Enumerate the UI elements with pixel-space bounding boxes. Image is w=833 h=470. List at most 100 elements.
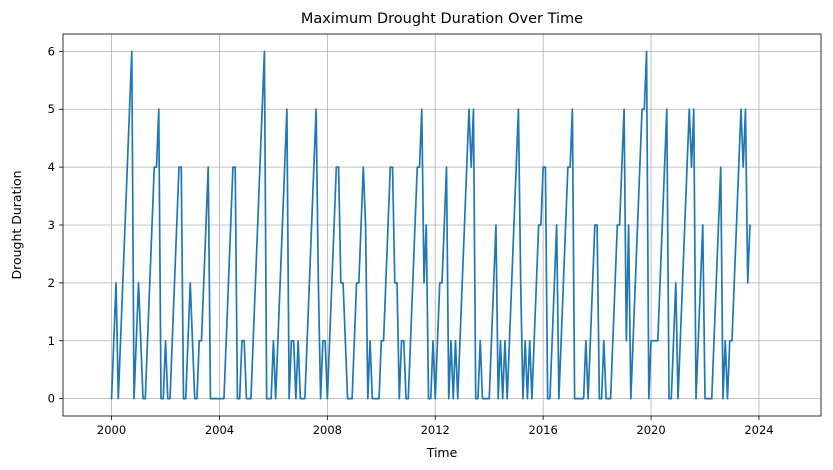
x-tick-label: 2012	[421, 423, 450, 437]
data-point	[119, 340, 122, 342]
data-point	[576, 398, 578, 400]
data-point	[214, 398, 216, 400]
data-point	[346, 398, 349, 400]
data-point	[418, 166, 421, 168]
data-point	[261, 108, 263, 110]
data-point	[515, 166, 517, 168]
data-point	[549, 398, 551, 400]
data-point	[236, 398, 239, 400]
data-point	[472, 108, 475, 110]
data-point	[508, 340, 511, 342]
data-point	[740, 108, 742, 110]
data-point	[477, 398, 479, 400]
data-point	[481, 398, 484, 400]
data-point	[241, 340, 243, 342]
data-point	[524, 340, 526, 342]
data-point	[441, 282, 443, 284]
data-point	[266, 398, 268, 400]
data-point	[412, 282, 414, 284]
data-point	[122, 282, 124, 284]
data-point	[461, 282, 463, 284]
data-point	[463, 224, 466, 226]
data-point	[452, 398, 454, 400]
data-point	[601, 398, 603, 400]
data-point	[632, 340, 634, 342]
data-point	[272, 340, 275, 342]
data-point	[225, 340, 227, 342]
data-point	[234, 166, 236, 168]
data-point	[652, 340, 654, 342]
data-point	[670, 398, 672, 400]
data-point	[531, 398, 533, 400]
data-point	[178, 166, 180, 168]
data-point	[180, 166, 182, 168]
data-point	[387, 224, 389, 226]
data-point	[475, 398, 477, 400]
data-point	[317, 282, 319, 284]
data-point	[416, 166, 418, 168]
data-point	[562, 282, 564, 284]
data-point	[567, 166, 569, 168]
data-point	[533, 340, 535, 342]
data-point	[185, 398, 187, 400]
data-point	[333, 224, 335, 226]
data-point	[623, 108, 625, 110]
data-point	[288, 398, 290, 400]
data-point	[207, 166, 209, 168]
data-point	[621, 166, 623, 168]
data-point	[279, 282, 281, 284]
data-point	[373, 398, 376, 400]
chart-title: Maximum Drought Duration Over Time	[301, 11, 583, 27]
data-point	[724, 340, 726, 342]
data-point	[706, 398, 708, 400]
data-point	[547, 398, 549, 400]
data-point	[227, 282, 230, 284]
data-point	[351, 398, 353, 400]
data-point	[239, 398, 241, 400]
data-point	[284, 166, 286, 168]
data-point	[436, 340, 439, 342]
data-point	[506, 398, 508, 400]
data-point	[605, 398, 607, 400]
data-point	[230, 224, 232, 226]
data-point	[243, 340, 245, 342]
data-point	[488, 398, 490, 400]
data-point	[360, 224, 362, 226]
data-point	[479, 340, 481, 342]
data-point	[603, 340, 605, 342]
data-point	[124, 224, 126, 226]
data-point	[322, 340, 324, 342]
data-point	[311, 224, 313, 226]
data-point	[439, 282, 441, 284]
data-point	[126, 166, 128, 168]
data-point	[385, 282, 387, 284]
data-point	[747, 282, 749, 284]
x-axis: 2000 2004 2008 2012 2016 2020 2024	[97, 416, 774, 437]
data-point	[565, 224, 567, 226]
data-point	[275, 398, 277, 400]
data-point	[151, 224, 153, 226]
data-point	[690, 166, 693, 168]
data-point	[663, 166, 666, 168]
data-point	[722, 398, 724, 400]
data-point	[679, 340, 681, 342]
data-point	[158, 108, 160, 110]
data-point	[466, 166, 468, 168]
data-point	[594, 224, 596, 226]
data-point	[540, 224, 542, 226]
data-point	[499, 340, 502, 342]
data-point	[414, 224, 416, 226]
data-point	[257, 224, 259, 226]
data-point	[708, 398, 711, 400]
data-point	[432, 340, 434, 342]
data-point	[297, 340, 299, 342]
data-point	[248, 398, 250, 400]
data-point	[448, 398, 450, 400]
data-point	[191, 340, 194, 342]
data-point	[324, 340, 326, 342]
data-point	[497, 398, 499, 400]
data-point	[659, 282, 661, 284]
data-point	[526, 398, 529, 400]
data-point	[609, 398, 612, 400]
